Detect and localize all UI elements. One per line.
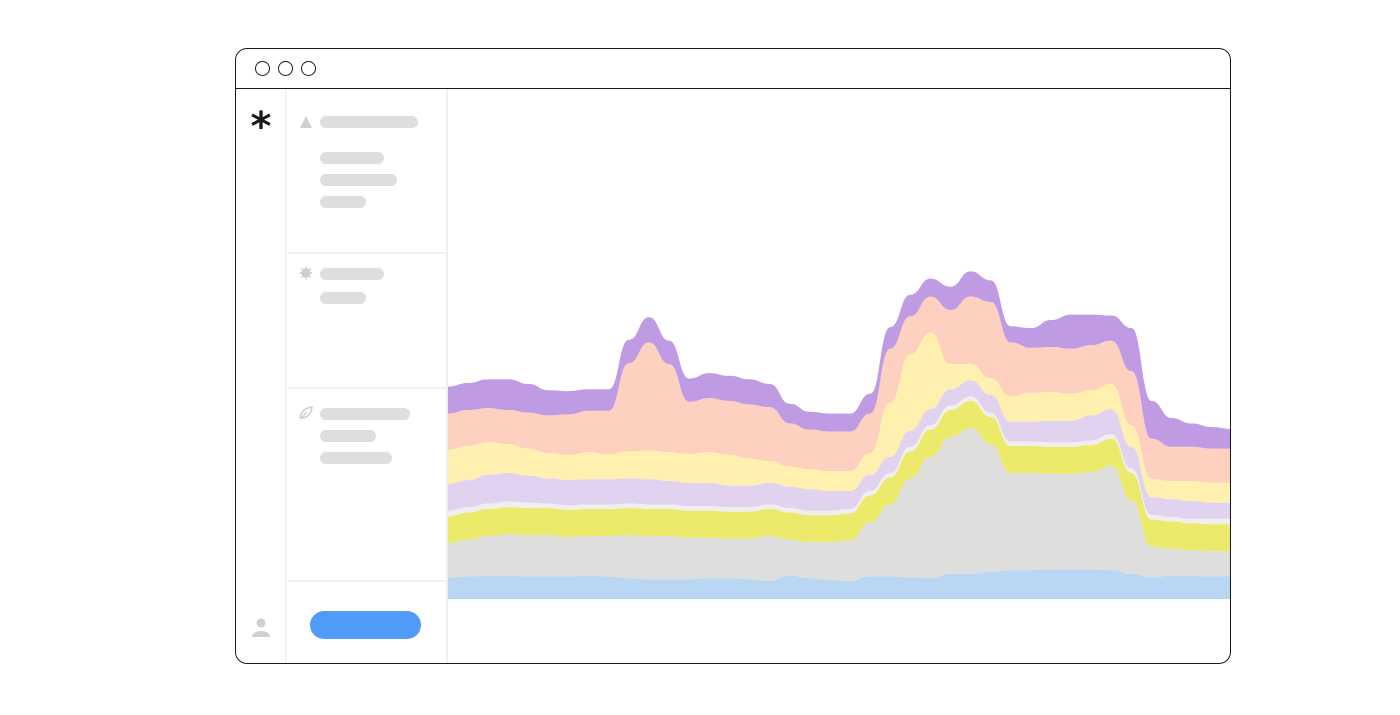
stream-layer-8 bbox=[448, 271, 1230, 449]
sidebar-section-1 bbox=[288, 89, 446, 254]
section-2-item-placeholder[interactable] bbox=[320, 292, 366, 304]
asterisk-logo[interactable]: * bbox=[250, 104, 272, 150]
icon-rail: * bbox=[236, 89, 286, 663]
section-2-title-placeholder[interactable] bbox=[320, 268, 384, 280]
badge-star-icon bbox=[299, 266, 313, 280]
sidebar-section-3 bbox=[288, 389, 446, 582]
section-1-item-placeholder[interactable] bbox=[320, 196, 366, 208]
section-3-item-placeholder[interactable] bbox=[320, 430, 376, 442]
user-icon[interactable] bbox=[251, 617, 271, 637]
leaf-icon bbox=[299, 406, 313, 420]
section-3-title-placeholder[interactable] bbox=[320, 408, 410, 420]
window-maximize-button[interactable] bbox=[301, 61, 316, 76]
sidebar-section-2 bbox=[288, 254, 446, 389]
stream-layer-5 bbox=[448, 380, 1230, 519]
section-3-item-placeholder[interactable] bbox=[320, 452, 392, 464]
window-minimize-button[interactable] bbox=[278, 61, 293, 76]
title-bar bbox=[236, 49, 1230, 89]
stream-layer-7 bbox=[448, 296, 1230, 483]
streamgraph-chart bbox=[448, 89, 1230, 663]
sidebar-panel bbox=[288, 89, 448, 663]
app-window: * bbox=[235, 48, 1231, 664]
primary-action-button[interactable] bbox=[310, 611, 421, 639]
stream-layer-3 bbox=[448, 401, 1230, 552]
triangle-icon bbox=[300, 116, 312, 128]
stream-layer-6 bbox=[448, 332, 1230, 503]
section-1-title-placeholder[interactable] bbox=[320, 116, 418, 128]
section-1-item-placeholder[interactable] bbox=[320, 152, 384, 164]
section-1-item-placeholder[interactable] bbox=[320, 174, 397, 186]
window-close-button[interactable] bbox=[255, 61, 270, 76]
stream-layer-1 bbox=[448, 569, 1230, 599]
streamgraph-svg bbox=[448, 271, 1230, 599]
stream-layer-2 bbox=[448, 428, 1230, 581]
